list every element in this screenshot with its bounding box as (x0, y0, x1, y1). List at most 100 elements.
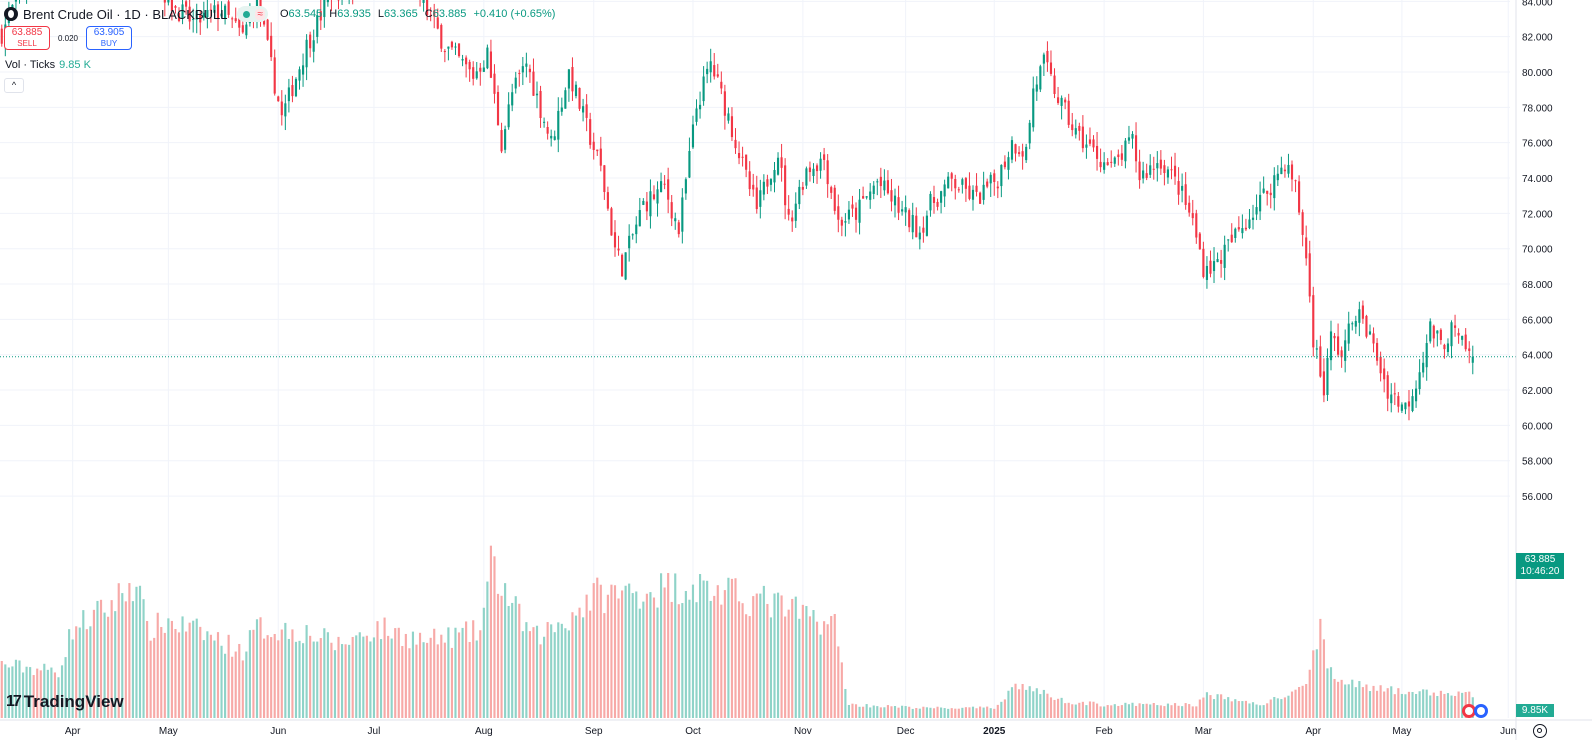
volume-bar (489, 545, 492, 718)
candle-body (1234, 228, 1237, 238)
candle-body (1358, 309, 1361, 323)
candle-body (613, 232, 617, 248)
candle-body (886, 180, 889, 194)
candle-body (1354, 320, 1357, 327)
candle-body (1113, 157, 1116, 164)
candle-body (1003, 161, 1006, 168)
buy-button[interactable]: 63.905 BUY (86, 26, 132, 50)
volume-bar (1163, 706, 1166, 718)
volume-bar (1010, 687, 1014, 718)
volume-bar (128, 583, 131, 718)
volume-bar (287, 638, 290, 718)
volume-bar (1294, 689, 1297, 718)
candle-body (865, 196, 868, 198)
candle-body (1290, 164, 1294, 180)
candle-body (1117, 154, 1120, 158)
volume-bar (1131, 702, 1134, 718)
candle-body (1471, 356, 1474, 363)
volume-bar (986, 706, 989, 718)
candle-body (181, 4, 184, 18)
volume-bar (1244, 700, 1247, 718)
candle-body (1429, 321, 1432, 342)
candle-body (213, 5, 216, 13)
candle-body (989, 174, 992, 184)
candle-body (1124, 140, 1127, 162)
volume-bar (769, 617, 773, 718)
volume-bar (422, 642, 425, 718)
volume-bar (135, 586, 138, 718)
volume-bar (411, 631, 415, 718)
volume-bar (1007, 690, 1010, 718)
time-tick-label: Aug (475, 726, 493, 737)
volume-bar (316, 641, 319, 718)
candle-body (862, 196, 865, 199)
volume-bar (170, 620, 173, 718)
sell-button[interactable]: 63.885 SELL (4, 26, 50, 50)
candle-body (429, 14, 432, 16)
volume-bar (603, 613, 606, 718)
candle-body (525, 63, 528, 67)
chart-settings-icon[interactable] (1533, 724, 1547, 738)
candle-body (1181, 185, 1184, 191)
volume-bar (369, 641, 372, 718)
volume-bar (812, 610, 815, 718)
candle-body (1379, 356, 1382, 374)
volume-bar (277, 640, 280, 718)
price-tick-label: 60.000 (1522, 421, 1553, 432)
volume-bar (1443, 693, 1446, 718)
volume-bar (156, 612, 159, 718)
symbol-legend: Brent Crude Oil · 1D · BLACKBULL ≈ O63.5… (4, 4, 555, 24)
candle-body (1195, 213, 1198, 238)
volume-legend[interactable]: Vol · Ticks 9.85 K (5, 59, 91, 71)
volume-bar (1021, 683, 1024, 718)
candle-body (1035, 84, 1038, 92)
candle-body (539, 91, 542, 119)
candle-body (436, 17, 439, 29)
events-flag-icon[interactable] (1461, 703, 1489, 719)
volume-bar (787, 609, 790, 718)
volume-bar (298, 640, 301, 718)
volume-bar (224, 653, 227, 718)
candle-body (1453, 325, 1457, 328)
candle-body (564, 90, 567, 109)
candle-body (185, 1, 188, 7)
symbol-title[interactable]: Brent Crude Oil · 1D · BLACKBULL (23, 6, 228, 22)
volume-bar (1358, 681, 1361, 718)
sell-label: SELL (17, 39, 37, 48)
volume-bar (319, 638, 322, 718)
volume-bar (1127, 704, 1131, 718)
volume-bar (876, 706, 879, 718)
volume-bar (255, 619, 259, 718)
volume-bar (36, 668, 39, 718)
volume-bar (571, 612, 574, 718)
candle-body (1166, 169, 1170, 178)
volume-bar (89, 626, 92, 718)
volume-bar (1003, 699, 1006, 718)
candle-body (776, 157, 780, 175)
candle-body (752, 184, 755, 190)
volume-bar (1414, 693, 1418, 718)
volume-bar (1060, 697, 1063, 718)
market-status-pill[interactable]: ≈ (237, 6, 268, 22)
volume-bar (365, 635, 368, 718)
candle-body (840, 219, 843, 226)
candle-body (1329, 331, 1333, 361)
candle-body (1340, 350, 1343, 358)
time-tick-label: May (1392, 726, 1411, 737)
candle-body (199, 15, 202, 23)
volume-bar (348, 644, 351, 718)
candle-body (479, 67, 482, 72)
volume-bar (401, 646, 404, 718)
candle-body (940, 191, 943, 203)
volume-bar (263, 638, 266, 718)
collapse-legend-button[interactable]: ^ (4, 78, 24, 93)
price-tick-label: 84.000 (1522, 0, 1553, 8)
candle-body (273, 57, 276, 94)
candle-body (961, 179, 964, 185)
volume-bar (865, 704, 868, 718)
candle-body (815, 165, 819, 172)
volume-bar (1205, 692, 1209, 718)
tradingview-logo[interactable]: 17 TradingView (6, 692, 124, 712)
trade-buttons: 63.885 SELL 0.020 63.905 BUY (4, 26, 132, 50)
